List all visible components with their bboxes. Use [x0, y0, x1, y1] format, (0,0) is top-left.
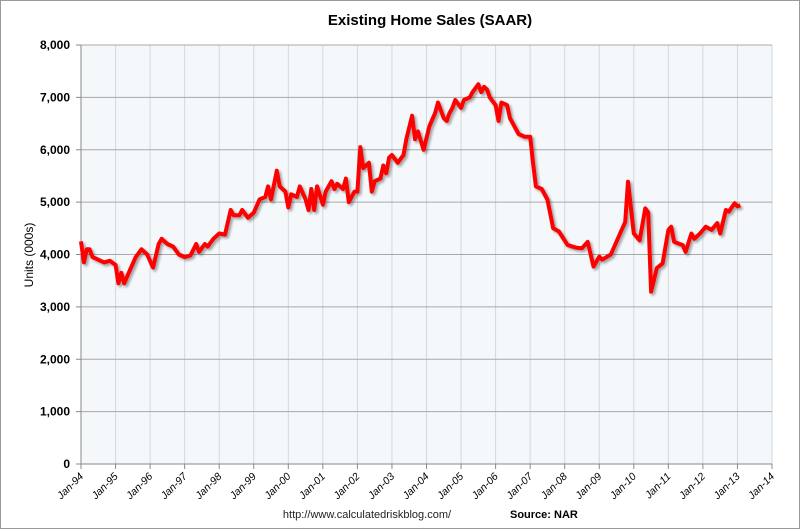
y-tick-label: 6,000 [40, 143, 70, 157]
chart-title: Existing Home Sales (SAAR) [328, 12, 532, 29]
x-tick-label: Jan-98 [192, 471, 224, 503]
x-tick-label: Jan-08 [538, 471, 570, 503]
x-tick-label: Jan-01 [296, 471, 328, 503]
y-tick-label: 0 [63, 457, 70, 471]
x-tick-label: Jan-00 [262, 471, 294, 503]
x-tick-label: Jan-06 [469, 471, 501, 503]
y-tick-label: 4,000 [40, 248, 70, 262]
y-tick-label: 8,000 [40, 38, 70, 52]
y-tick-label: 5,000 [40, 195, 70, 209]
footer-source: Source: NAR [510, 509, 578, 521]
x-tick-label: Jan-94 [54, 471, 86, 503]
y-axis-label: Units (000s) [22, 223, 36, 288]
x-tick-label: Jan-11 [642, 471, 673, 502]
x-tick-label: Jan-12 [676, 471, 708, 503]
y-tick-label: 1,000 [40, 405, 70, 419]
footer-url: http://www.calculatedriskblog.com/ [283, 509, 452, 521]
x-tick-label: Jan-96 [123, 471, 155, 503]
y-tick-label: 3,000 [40, 300, 70, 314]
x-tick-label: Jan-03 [365, 471, 397, 503]
x-tick-label: Jan-95 [89, 471, 121, 503]
x-tick-label: Jan-97 [158, 470, 191, 503]
x-tick-label: Jan-10 [607, 471, 639, 503]
x-tick-label: Jan-99 [227, 471, 259, 503]
x-tick-label: Jan-14 [745, 471, 777, 503]
x-tick-label: Jan-13 [711, 471, 743, 503]
x-tick-label: Jan-04 [400, 471, 432, 503]
series-line [79, 82, 741, 294]
x-tick-label: Jan-02 [331, 471, 363, 503]
x-tick-label: Jan-05 [434, 471, 466, 503]
y-tick-label: 2,000 [40, 352, 70, 366]
x-tick-label: Jan-09 [572, 471, 604, 503]
x-tick-label: Jan-07 [503, 470, 536, 503]
y-tick-label: 7,000 [40, 90, 70, 104]
